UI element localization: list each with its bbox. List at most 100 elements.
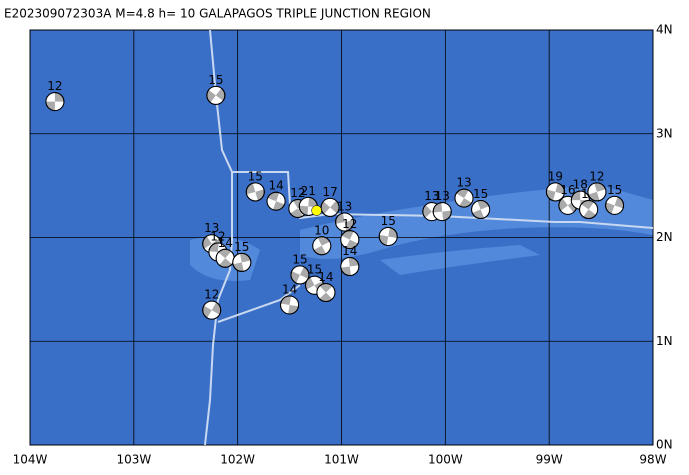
focal-mechanism xyxy=(280,295,300,315)
focal-mechanism xyxy=(545,182,565,202)
depth-label: 16 xyxy=(560,183,575,197)
map-title: E202309072303A M=4.8 h= 10 GALAPAGOS TRI… xyxy=(4,7,431,21)
focal-mechanism xyxy=(206,85,226,105)
beachball-dilatation xyxy=(340,257,359,276)
depth-label: 18 xyxy=(573,178,588,192)
beachball-outline xyxy=(340,257,360,277)
focal-mechanism xyxy=(432,202,452,222)
depth-label: 12 xyxy=(290,186,305,200)
depth-label: 13 xyxy=(435,189,450,203)
depth-label: 12 xyxy=(589,169,604,183)
depth-label: 13 xyxy=(337,199,352,213)
beachball-outline xyxy=(202,300,222,320)
beachball-outline xyxy=(266,191,286,211)
depth-label: 15 xyxy=(607,183,622,197)
beachball-dilatation xyxy=(208,243,227,261)
beachball-dilatation xyxy=(546,182,565,201)
beachball-dilatation xyxy=(433,202,452,221)
beachball-dilatation xyxy=(208,86,223,105)
beachball-outline xyxy=(290,265,310,285)
beachball-outline xyxy=(471,199,491,219)
beachball-dilatation xyxy=(471,201,490,218)
focal-mechanism xyxy=(290,265,310,285)
focal-mechanism xyxy=(471,199,491,219)
beachball-dilatation xyxy=(312,237,331,254)
depth-label: 12 xyxy=(210,230,225,244)
x-tick-label: 103W xyxy=(116,453,151,467)
focal-mechanism xyxy=(340,257,360,277)
beachball-dilatation xyxy=(291,265,309,284)
beachball-outline xyxy=(335,212,355,232)
focal-mechanism xyxy=(340,230,360,250)
depth-label: 21 xyxy=(301,184,316,198)
depth-label: 14 xyxy=(342,244,357,258)
beachball-outline xyxy=(280,295,300,315)
beachball-outline xyxy=(454,188,474,208)
y-tick-label: 2N xyxy=(656,230,673,244)
beachball-outline xyxy=(320,197,340,217)
beachball-outline xyxy=(579,199,599,219)
beachball-dilatation xyxy=(579,202,598,217)
depth-label: 15 xyxy=(473,187,488,201)
focal-mechanism xyxy=(454,188,474,208)
depth-label: 15 xyxy=(234,240,249,254)
beachball-dilatation xyxy=(45,92,64,111)
depth-label: 15 xyxy=(307,263,322,277)
y-tick-label: 4N xyxy=(656,23,673,37)
beachball-dilatation xyxy=(267,192,286,210)
y-tick-label: 0N xyxy=(656,438,673,452)
y-tick-label: 1N xyxy=(656,334,673,348)
depth-label: 14 xyxy=(218,236,233,250)
focal-mechanism xyxy=(335,212,355,232)
depth-label: 15 xyxy=(381,214,396,228)
beachball-dilatation xyxy=(204,234,220,253)
beachball-dilatation xyxy=(316,286,335,299)
beachball-dilatation xyxy=(232,253,251,272)
y-tick-label: 3N xyxy=(656,126,673,140)
depth-label: 10 xyxy=(314,223,329,237)
beachball-outline xyxy=(45,92,65,112)
beachball-outline xyxy=(312,236,332,256)
beachball-dilatation xyxy=(323,198,337,217)
focal-mechanism xyxy=(316,282,336,302)
focal-mechanism xyxy=(312,236,332,256)
beachball-dilatation xyxy=(335,212,354,231)
focal-mechanism xyxy=(378,226,398,246)
depth-label: 19 xyxy=(548,169,563,183)
beachball-dilatation xyxy=(246,182,264,201)
beachball-dilatation xyxy=(203,301,220,320)
beachball-dilatation xyxy=(306,276,323,295)
depth-label: 14 xyxy=(318,270,333,284)
x-tick-label: 98W xyxy=(639,453,666,467)
x-tick-label: 99W xyxy=(536,453,563,467)
x-tick-label: 101W xyxy=(324,453,359,467)
depth-label: 14 xyxy=(282,282,297,296)
beachball-dilatation xyxy=(280,296,299,314)
beachball-outline xyxy=(340,230,360,250)
depth-label: 12 xyxy=(47,79,62,93)
depth-label: 15 xyxy=(248,169,263,183)
beachball-outline xyxy=(432,202,452,222)
beachball-outline xyxy=(206,85,226,105)
beachball-dilatation xyxy=(587,183,606,201)
depth-label: 17 xyxy=(322,185,337,199)
depth-label: 12 xyxy=(342,217,357,231)
focal-mechanism xyxy=(587,182,607,202)
focal-mechanism xyxy=(215,248,235,268)
depth-label: 15 xyxy=(292,252,307,266)
x-tick-label: 100W xyxy=(428,453,463,467)
beachball-outline xyxy=(605,195,625,215)
focal-mechanism xyxy=(320,197,340,217)
beachball-dilatation xyxy=(606,196,623,215)
depth-label: 13 xyxy=(456,176,471,190)
epicenter xyxy=(311,205,322,216)
beachball-outline xyxy=(378,226,398,246)
focal-mechanism xyxy=(605,195,625,215)
beachball-dilatation xyxy=(571,191,590,210)
focal-mechanism xyxy=(45,92,65,112)
depth-label: 14 xyxy=(268,179,283,193)
beachball-outline xyxy=(245,182,265,202)
focal-mechanism xyxy=(202,300,222,320)
beachball-outline xyxy=(316,282,336,302)
